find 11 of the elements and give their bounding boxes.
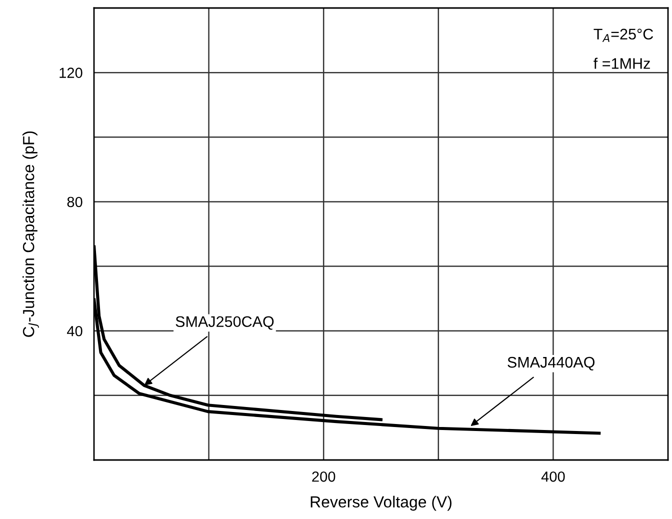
y-axis-title: C$_{J}$-Junction Capacitance (pF) — [22, 131, 39, 337]
y-tick-label: 80 — [67, 196, 82, 208]
annotation: SMAJ250CAQ — [176, 316, 274, 330]
y-tick-label: 40 — [67, 326, 82, 336]
annotation: T$_{A}$=25°C — [594, 28, 654, 42]
y-tick-label: 120 — [60, 68, 82, 78]
x-tick-label: 200 — [312, 471, 336, 482]
x-axis-title: Reverse Voltage (V) — [310, 496, 452, 511]
annotation: SMAJ440AQ — [508, 356, 595, 370]
x-tick-label: 400 — [541, 471, 565, 482]
annotation: f =1MHz — [594, 58, 650, 69]
